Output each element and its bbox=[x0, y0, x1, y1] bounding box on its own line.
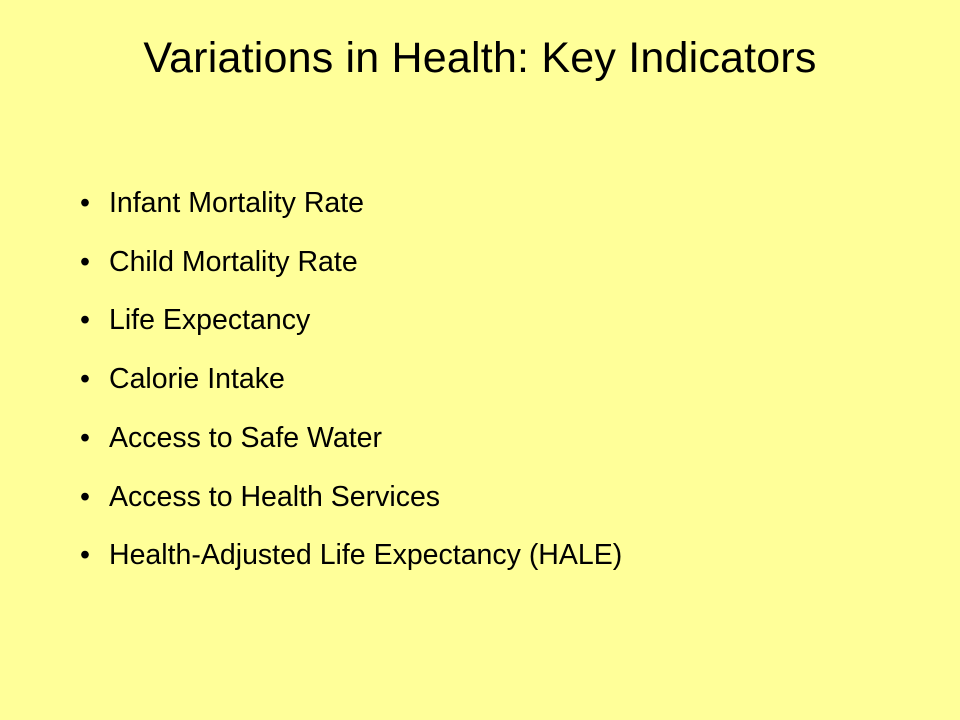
bullet-item: Calorie Intake bbox=[80, 350, 622, 409]
bullet-item: Child Mortality Rate bbox=[80, 233, 622, 292]
bullet-item: Access to Safe Water bbox=[80, 409, 622, 468]
bullet-item: Life Expectancy bbox=[80, 291, 622, 350]
bullet-item: Access to Health Services bbox=[80, 468, 622, 527]
bullet-item: Infant Mortality Rate bbox=[80, 174, 622, 233]
bullet-item: Health-Adjusted Life Expectancy (HALE) bbox=[80, 526, 622, 585]
bullet-list: Infant Mortality Rate Child Mortality Ra… bbox=[80, 174, 622, 585]
slide-title: Variations in Health: Key Indicators bbox=[143, 34, 817, 82]
